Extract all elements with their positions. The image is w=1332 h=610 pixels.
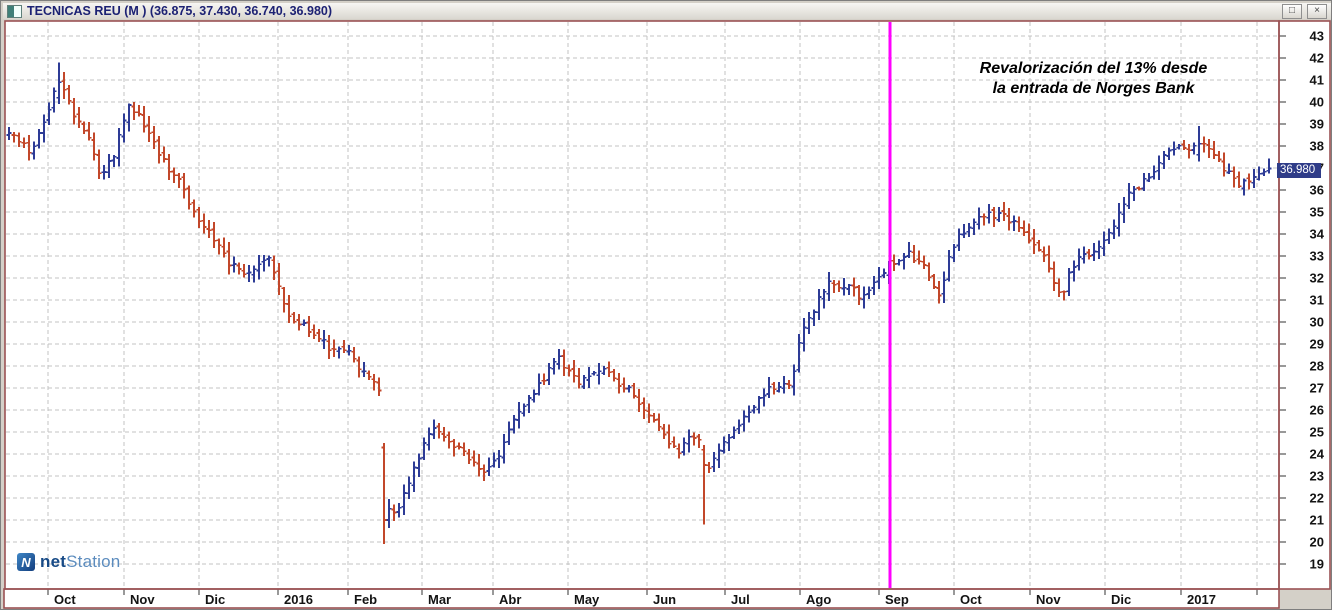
svg-text:30: 30 [1310,315,1324,330]
netstation-logo: N netStation [17,552,120,572]
restore-button[interactable]: □ [1282,3,1302,19]
y-axis: 4342414039383736353433323130292827262524… [1279,29,1325,572]
svg-text:27: 27 [1310,381,1324,396]
annotation-line1: Revalorización del 13% desde [979,60,1208,77]
svg-text:32: 32 [1310,271,1324,286]
svg-text:Sep: Sep [885,592,909,607]
svg-text:39: 39 [1310,117,1324,132]
svg-text:Oct: Oct [54,592,76,607]
logo-text-net: net [40,552,67,571]
svg-text:22: 22 [1310,491,1324,506]
gridlines [6,22,1278,588]
svg-text:May: May [574,592,600,607]
netstation-logo-icon: N [17,553,35,571]
svg-text:Dic: Dic [1111,592,1131,607]
svg-text:42: 42 [1310,51,1324,66]
svg-text:Nov: Nov [130,592,155,607]
svg-text:2017: 2017 [1187,592,1216,607]
svg-text:21: 21 [1310,513,1324,528]
svg-text:33: 33 [1310,249,1324,264]
svg-text:31: 31 [1310,293,1324,308]
svg-text:Oct: Oct [960,592,982,607]
svg-text:25: 25 [1310,425,1324,440]
chart-annotation: Revalorización del 13% desde la entrada … [971,59,1216,98]
chart-window-icon [7,4,22,18]
svg-text:Dic: Dic [205,592,225,607]
svg-text:34: 34 [1310,227,1325,242]
svg-text:23: 23 [1310,469,1324,484]
svg-text:20: 20 [1310,535,1324,550]
window-buttons: □ × [1282,3,1327,19]
netstation-logo-text: netStation [40,552,120,572]
svg-text:35: 35 [1310,205,1324,220]
chart-frame [3,20,1331,609]
last-price-tag: 36.980 [1277,163,1321,178]
svg-text:38: 38 [1310,139,1324,154]
svg-text:2016: 2016 [284,592,313,607]
svg-text:Nov: Nov [1036,592,1061,607]
svg-text:40: 40 [1310,95,1324,110]
svg-text:29: 29 [1310,337,1324,352]
annotation-line2: la entrada de Norges Bank [992,79,1195,97]
svg-text:24: 24 [1310,447,1325,462]
svg-text:Jun: Jun [653,592,676,607]
svg-text:19: 19 [1310,557,1324,572]
svg-text:Ago: Ago [806,592,831,607]
window-titlebar[interactable]: TECNICAS REU (M ) (36.875, 37.430, 36.74… [3,3,1331,19]
logo-text-station: Station [66,552,121,571]
chart-backgrounds [4,21,1330,608]
svg-text:36: 36 [1310,183,1324,198]
svg-text:Jul: Jul [731,592,750,607]
svg-text:Mar: Mar [428,592,451,607]
ohlc-bars [6,62,1272,545]
window-title: TECNICAS REU (M ) (36.875, 37.430, 36.74… [27,4,333,18]
svg-text:41: 41 [1310,73,1324,88]
svg-text:28: 28 [1310,359,1324,374]
close-button[interactable]: × [1307,3,1327,19]
svg-text:Feb: Feb [354,592,377,607]
svg-text:43: 43 [1310,29,1324,44]
svg-text:Abr: Abr [499,592,521,607]
x-axis: Oct Nov Dic 2016 Feb Mar Abr May Jun Jul Ago Sep Oct… [47,589,1258,607]
svg-text:26: 26 [1310,403,1324,418]
